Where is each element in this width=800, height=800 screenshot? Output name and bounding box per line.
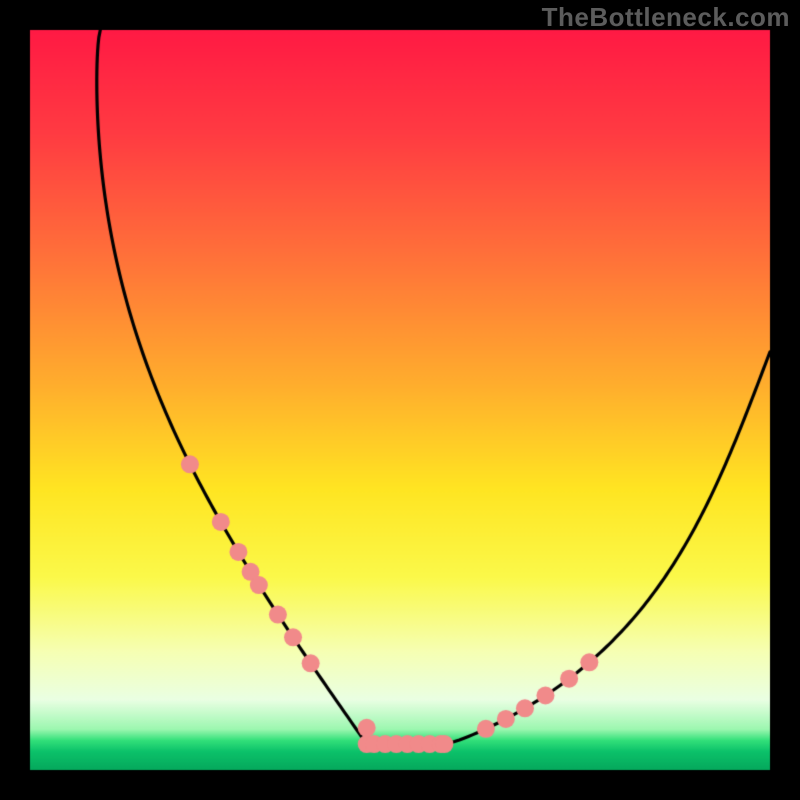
bottleneck-curve-chart [0, 0, 800, 800]
chart-stage: TheBottleneck.com [0, 0, 800, 800]
